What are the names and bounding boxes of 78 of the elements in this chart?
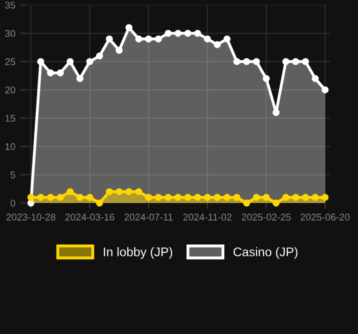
point [56, 69, 64, 76]
y-tick-label: 35 [5, 2, 16, 9]
point [76, 194, 84, 201]
point [125, 24, 132, 32]
point [154, 194, 162, 201]
point [145, 194, 152, 201]
point [96, 52, 104, 60]
point [302, 194, 309, 201]
point [174, 30, 182, 37]
point [292, 194, 300, 201]
legend-label: Casino (JP) [234, 247, 298, 259]
point [272, 109, 280, 116]
point [164, 30, 172, 37]
point [204, 35, 211, 42]
point [262, 75, 270, 82]
point [194, 30, 202, 37]
point [106, 188, 113, 196]
point [243, 200, 250, 206]
point [96, 200, 104, 206]
point [233, 194, 240, 201]
point [282, 58, 290, 66]
point [66, 58, 74, 66]
point [27, 200, 34, 206]
point [233, 58, 240, 66]
y-tick-label: 0 [10, 200, 16, 207]
point [154, 35, 162, 42]
point [47, 194, 54, 201]
point [125, 188, 132, 196]
point [252, 58, 260, 66]
point [66, 188, 74, 196]
point [174, 194, 182, 201]
y-tick-label: 20 [5, 86, 16, 94]
point [262, 194, 270, 201]
x-tick-label: 2025-02-25 [242, 214, 291, 221]
point [252, 194, 260, 201]
x-tick-label: 2024-11-02 [183, 214, 232, 221]
point [214, 194, 221, 201]
x-tick-label: 2024-03-16 [65, 214, 114, 221]
point [322, 194, 329, 201]
point [184, 30, 192, 37]
y-tick-label: 25 [5, 58, 16, 66]
point [312, 194, 319, 201]
point [204, 194, 211, 201]
point [86, 58, 94, 66]
point [116, 188, 123, 196]
point [302, 58, 309, 66]
point [184, 194, 192, 201]
point [56, 194, 64, 201]
point [322, 86, 329, 94]
legend-label: In lobby (JP) [104, 247, 172, 259]
point [76, 75, 84, 82]
point [292, 58, 300, 66]
y-tick-label: 10 [6, 143, 16, 150]
point [135, 188, 142, 196]
point [194, 194, 202, 201]
y-tick-label: 5 [10, 172, 16, 178]
x-tick-label: 2025-06-20 [300, 214, 350, 221]
point [214, 41, 221, 48]
y-tick-label: 15 [6, 114, 16, 122]
point [312, 75, 319, 82]
point [27, 194, 34, 201]
point [37, 194, 44, 201]
point [145, 35, 152, 42]
point [37, 58, 44, 66]
point [243, 58, 250, 66]
point [116, 46, 123, 54]
point [272, 200, 280, 206]
point [164, 194, 172, 201]
point [47, 69, 54, 76]
point [224, 35, 231, 42]
point [86, 194, 94, 201]
point [224, 194, 231, 201]
x-tick-label: 2024-07-11 [124, 214, 173, 221]
x-tick-label: 2023-10-28 [6, 214, 56, 221]
point [106, 35, 113, 42]
y-tick-label: 30 [5, 30, 16, 37]
point [135, 35, 142, 42]
point [282, 194, 290, 201]
